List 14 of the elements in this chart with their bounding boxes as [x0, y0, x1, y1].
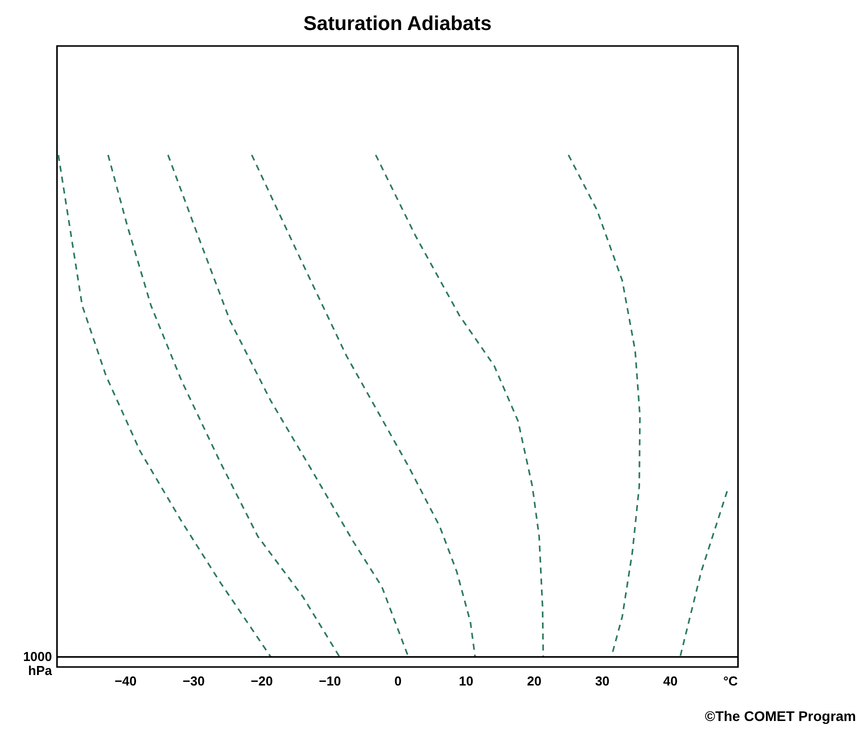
text: ©The COMET Program: [704, 708, 856, 724]
x-tick-label: 20: [526, 674, 542, 688]
x-tick-label: −20: [250, 674, 273, 688]
x-tick-label: −10: [318, 674, 341, 688]
text: 1000: [23, 648, 52, 664]
chart-title: Saturation Adiabats: [303, 13, 492, 35]
x-tick-label: 30: [595, 674, 610, 688]
x-axis-title: °C: [723, 674, 738, 688]
x-tick-label: −30: [182, 674, 205, 688]
x-tick-label: −40: [114, 674, 137, 688]
x-tick-label: 10: [458, 674, 474, 688]
y-axis-title: hPa: [28, 662, 53, 678]
x-tick-label: 0: [394, 674, 402, 688]
x-tick-label: 40: [663, 674, 678, 688]
